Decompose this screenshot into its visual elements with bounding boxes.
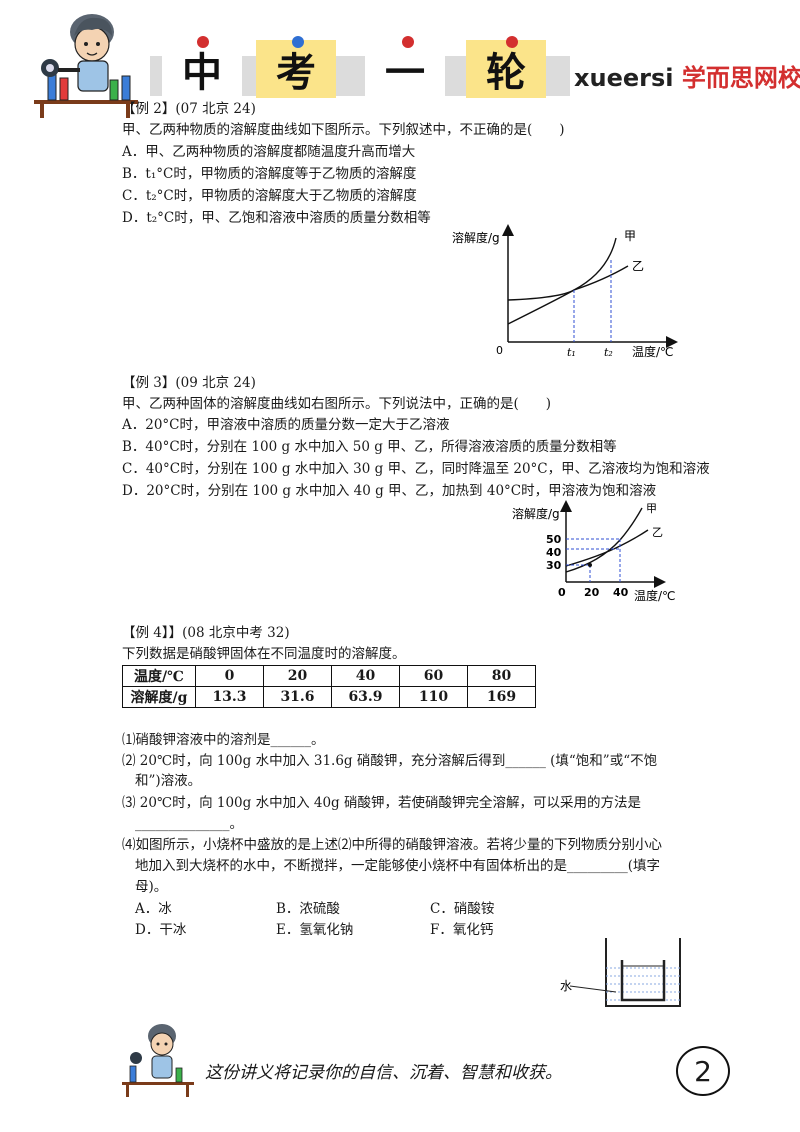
graph-origin: 0 — [558, 586, 566, 599]
banner-note-3: 一 — [365, 40, 445, 98]
ex2-option-c: C．t₂°C时，甲物质的溶解度大于乙物质的溶解度 — [122, 188, 417, 204]
curve-yi — [565, 529, 649, 567]
intersection-point — [588, 563, 592, 567]
ex3-option-d: D．20°C时，分别在 100 g 水中加入 40 g 甲、乙，加热到 40°C… — [122, 483, 657, 499]
graph-ylabel: 溶解度/g — [452, 230, 500, 245]
large-beaker — [605, 938, 681, 1007]
ex4-q3-line1: ⑶ 20℃时，向 100g 水中加入 40g 硝酸钾，若使硝酸钾完全溶解，可以采… — [122, 795, 641, 811]
curve-label-jia: 甲 — [646, 502, 657, 515]
ex2-option-a: A．甲、乙两种物质的溶解度都随温度升高而增大 — [122, 144, 416, 160]
banner-note-2: 考 — [256, 40, 336, 98]
ex4-q3-line2: ______________。 — [135, 816, 243, 832]
graph-origin: 0 — [496, 344, 503, 357]
table-cell: 60 — [399, 665, 468, 687]
curve-yi — [507, 265, 629, 301]
footer-slogan: 这份讲义将记录你的自信、沉着、智慧和收获。 — [205, 1063, 562, 1083]
pin-icon — [197, 36, 209, 48]
curve-label-yi: 乙 — [632, 259, 644, 273]
row-label-temp: 温度/℃ — [122, 665, 196, 687]
curve-label-yi: 乙 — [652, 526, 663, 539]
ex3-option-a: A．20°C时，甲溶液中溶质的质量分数一定大于乙溶液 — [122, 417, 450, 433]
ex4-title: 【例 4】】(08 北京中考 32) — [122, 625, 290, 641]
table-cell: 13.3 — [195, 686, 264, 708]
ex3-solubility-graph: 溶解度/g 温度/℃ 0 50 40 30 20 40 甲 乙 — [512, 500, 676, 603]
brand-latin: xueersi — [574, 64, 674, 92]
banner-note-4: 轮 — [466, 40, 546, 98]
pin-icon — [506, 36, 518, 48]
ex4-q2-line2: 和”)溶液。 — [135, 773, 202, 789]
ex3-option-b: B．40°C时，分别在 100 g 水中加入 50 g 甲、乙，所得溶液溶质的质… — [122, 439, 617, 455]
graph-xlabel: 温度/℃ — [634, 588, 676, 603]
mascot-illustration — [34, 14, 138, 118]
ex4-q4-line2: 地加入到大烧杯的水中，不断搅拌，一定能够使小烧杯中有固体析出的是________… — [135, 858, 661, 874]
curve-jia — [507, 237, 617, 325]
beaker-illustration: 水 — [560, 938, 681, 1007]
graph-ylabel: 溶解度/g — [512, 506, 560, 521]
ex2-stem: 甲、乙两种物质的溶解度曲线如下图所示。下列叙述中，不正确的是( ) — [122, 122, 565, 138]
table-cell: 80 — [467, 665, 536, 687]
choice-d: D．干冰 — [135, 922, 187, 938]
ex4-intro: 下列数据是硝酸钾固体在不同温度时的溶解度。 — [122, 646, 406, 662]
table-cell: 63.9 — [331, 686, 400, 708]
brand-logo: xueersi 学而思网校 — [574, 58, 800, 93]
table-cell: 20 — [263, 665, 332, 687]
ex2-option-d: D．t₂°C时，甲、乙饱和溶液中溶质的质量分数相等 — [122, 210, 431, 226]
ex3-title: 【例 3】(09 北京 24) — [122, 375, 256, 391]
row-label-solubility: 溶解度/g — [122, 686, 196, 708]
ex2-solubility-graph: 溶解度/g 温度/℃ 0 t₁ t₂ 甲 乙 — [452, 224, 678, 359]
table-cell: 110 — [399, 686, 468, 708]
table-cell: 31.6 — [263, 686, 332, 708]
footer-mascot — [122, 1024, 194, 1097]
page-number: 2 — [676, 1046, 730, 1096]
ex2-option-b: B．t₁°C时，甲物质的溶解度等于乙物质的溶解度 — [122, 166, 417, 182]
xtick-40: 40 — [613, 586, 629, 599]
ytick-50: 50 — [546, 533, 562, 546]
pin-icon — [402, 36, 414, 48]
curve-label-jia: 甲 — [624, 229, 636, 243]
table-row: 溶解度/g 13.3 31.6 63.9 110 169 — [122, 686, 536, 708]
choice-b: B．浓硫酸 — [276, 901, 340, 917]
brand-cn: 学而思网校 — [681, 64, 800, 92]
ex4-q1: ⑴硝酸钾溶液中的溶剂是______。 — [122, 732, 325, 748]
beaker-label-water: 水 — [560, 979, 572, 993]
pin-icon — [292, 36, 304, 48]
ex4-q4-line1: ⑷如图所示，小烧杯中盛放的是上述⑵中所得的硝酸钾溶液。若将少量的下列物质分别小心 — [122, 837, 662, 853]
small-beaker — [620, 960, 666, 1002]
banner-note-1: 中 — [162, 40, 242, 98]
ytick-40: 40 — [546, 546, 562, 559]
solubility-table: 温度/℃ 0 20 40 60 80 溶解度/g 13.3 31.6 63.9 … — [122, 665, 536, 708]
ytick-30: 30 — [546, 559, 562, 572]
table-row: 温度/℃ 0 20 40 60 80 — [122, 665, 536, 687]
choice-f: F．氧化钙 — [430, 922, 494, 938]
ex3-option-c: C．40°C时，分别在 100 g 水中加入 30 g 甲、乙，同时降温至 20… — [122, 461, 710, 477]
label-pointer — [569, 985, 617, 993]
tick-t2: t₂ — [604, 346, 613, 359]
table-cell: 169 — [467, 686, 536, 708]
graph-xlabel: 温度/℃ — [632, 344, 674, 359]
choice-c: C．硝酸铵 — [430, 901, 495, 917]
choice-a: A．冰 — [135, 901, 172, 917]
table-cell: 40 — [331, 665, 400, 687]
ex4-q4-line3: 母)。 — [135, 879, 168, 895]
ex4-q2-line1: ⑵ 20℃时，向 100g 水中加入 31.6g 硝酸钾，充分溶解后得到____… — [122, 753, 658, 769]
xtick-20: 20 — [584, 586, 600, 599]
choice-e: E．氢氧化钠 — [276, 922, 354, 938]
table-cell: 0 — [195, 665, 264, 687]
tick-t1: t₁ — [567, 346, 576, 359]
ex3-stem: 甲、乙两种固体的溶解度曲线如右图所示。下列说法中，正确的是( ) — [122, 396, 552, 412]
ex2-title: 【例 2】(07 北京 24) — [122, 101, 256, 117]
